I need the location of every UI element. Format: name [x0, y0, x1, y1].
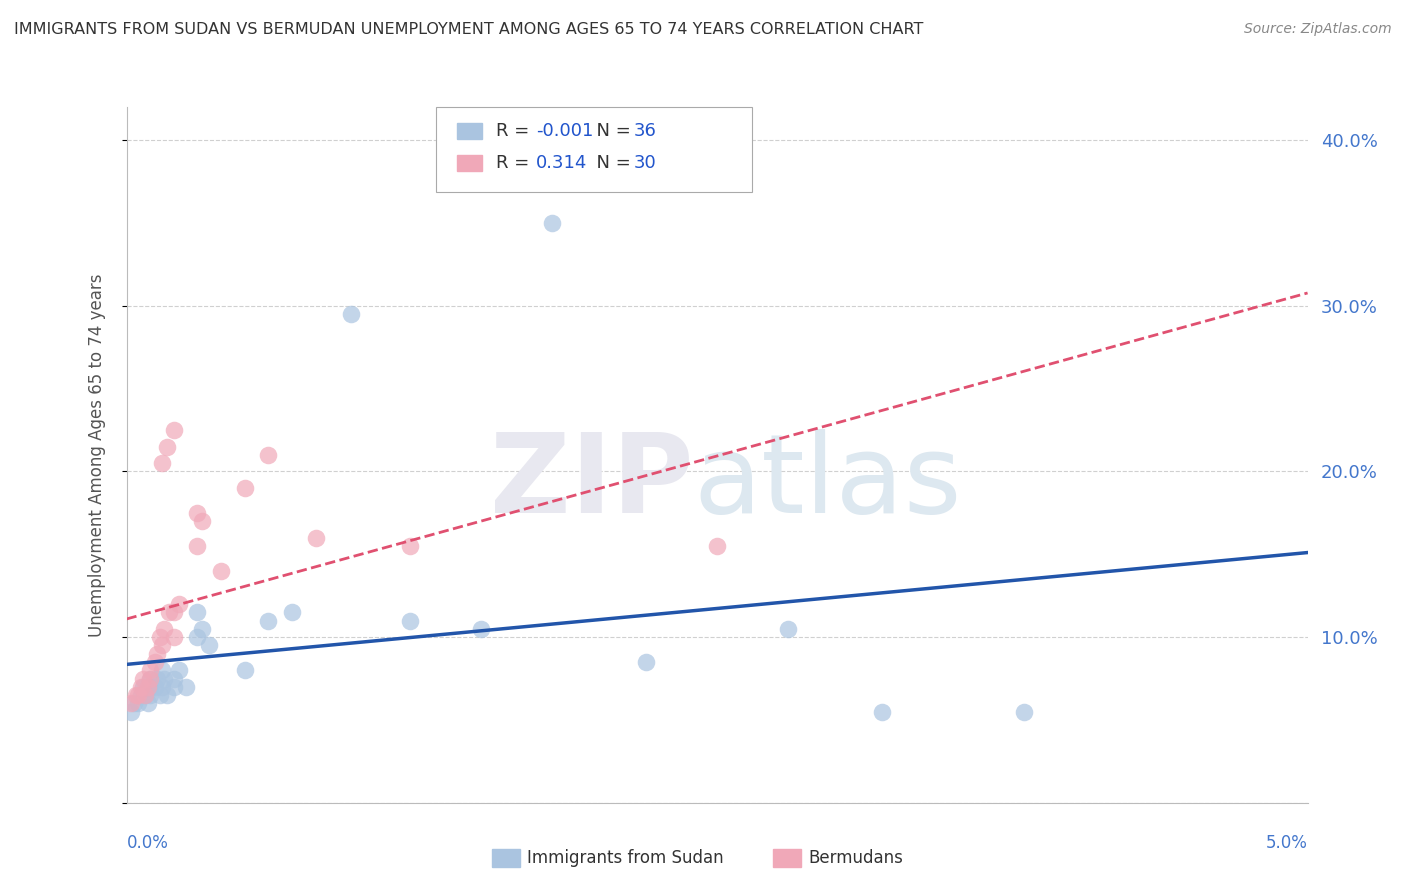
- Point: [125, 688, 148, 702]
- Text: atlas: atlas: [693, 429, 962, 536]
- Point: [132, 680, 155, 694]
- Point: [186, 630, 208, 644]
- Point: [127, 688, 149, 702]
- Point: [233, 481, 256, 495]
- Text: 30: 30: [634, 154, 657, 172]
- Point: [157, 605, 180, 619]
- Text: IMMIGRANTS FROM SUDAN VS BERMUDAN UNEMPLOYMENT AMONG AGES 65 TO 74 YEARS CORRELA: IMMIGRANTS FROM SUDAN VS BERMUDAN UNEMPL…: [14, 22, 924, 37]
- Point: [156, 440, 179, 454]
- Point: [143, 655, 166, 669]
- Text: -0.001: -0.001: [536, 122, 593, 140]
- Point: [146, 672, 169, 686]
- Point: [872, 705, 894, 719]
- Point: [139, 688, 162, 702]
- Point: [1012, 705, 1035, 719]
- Point: [198, 639, 221, 653]
- Point: [470, 622, 492, 636]
- Text: Immigrants from Sudan: Immigrants from Sudan: [527, 849, 724, 867]
- Text: Bermudans: Bermudans: [808, 849, 903, 867]
- Point: [209, 564, 232, 578]
- Point: [257, 614, 280, 628]
- Point: [163, 672, 186, 686]
- Point: [167, 597, 190, 611]
- Point: [399, 614, 422, 628]
- Text: R =: R =: [496, 122, 536, 140]
- Point: [191, 622, 214, 636]
- Text: Source: ZipAtlas.com: Source: ZipAtlas.com: [1244, 22, 1392, 37]
- Text: 0.0%: 0.0%: [127, 834, 169, 852]
- Point: [167, 663, 190, 677]
- Point: [146, 647, 169, 661]
- Point: [163, 423, 186, 437]
- Point: [186, 539, 208, 553]
- Point: [136, 697, 159, 711]
- Point: [150, 680, 173, 694]
- Point: [163, 630, 186, 644]
- Point: [156, 688, 179, 702]
- Point: [134, 688, 156, 702]
- Point: [163, 605, 186, 619]
- Point: [340, 307, 363, 321]
- Point: [150, 663, 173, 677]
- Point: [150, 456, 173, 470]
- Point: [163, 680, 186, 694]
- Point: [139, 672, 162, 686]
- Point: [120, 697, 142, 711]
- Point: [150, 639, 173, 653]
- Point: [153, 622, 176, 636]
- Point: [129, 680, 152, 694]
- Point: [706, 539, 728, 553]
- Point: [174, 680, 197, 694]
- Text: ZIP: ZIP: [491, 429, 693, 536]
- Point: [304, 531, 326, 545]
- Text: 5.0%: 5.0%: [1265, 834, 1308, 852]
- Point: [132, 672, 155, 686]
- Point: [122, 697, 145, 711]
- Text: R =: R =: [496, 154, 541, 172]
- Point: [540, 216, 562, 230]
- Text: N =: N =: [585, 122, 637, 140]
- Point: [129, 688, 152, 702]
- Point: [149, 630, 172, 644]
- Y-axis label: Unemployment Among Ages 65 to 74 years: Unemployment Among Ages 65 to 74 years: [87, 273, 105, 637]
- Text: 0.314: 0.314: [536, 154, 588, 172]
- Point: [136, 680, 159, 694]
- Point: [139, 672, 162, 686]
- Point: [191, 514, 214, 528]
- Point: [149, 688, 172, 702]
- Point: [257, 448, 280, 462]
- Point: [139, 663, 162, 677]
- Text: 36: 36: [634, 122, 657, 140]
- Point: [186, 506, 208, 520]
- Point: [636, 655, 658, 669]
- Point: [281, 605, 304, 619]
- Point: [186, 605, 208, 619]
- Point: [153, 672, 176, 686]
- Text: N =: N =: [585, 154, 637, 172]
- Point: [139, 680, 162, 694]
- Point: [143, 680, 166, 694]
- Point: [776, 622, 799, 636]
- Point: [134, 688, 156, 702]
- Point: [127, 697, 149, 711]
- Point: [233, 663, 256, 677]
- Point: [399, 539, 422, 553]
- Point: [120, 705, 142, 719]
